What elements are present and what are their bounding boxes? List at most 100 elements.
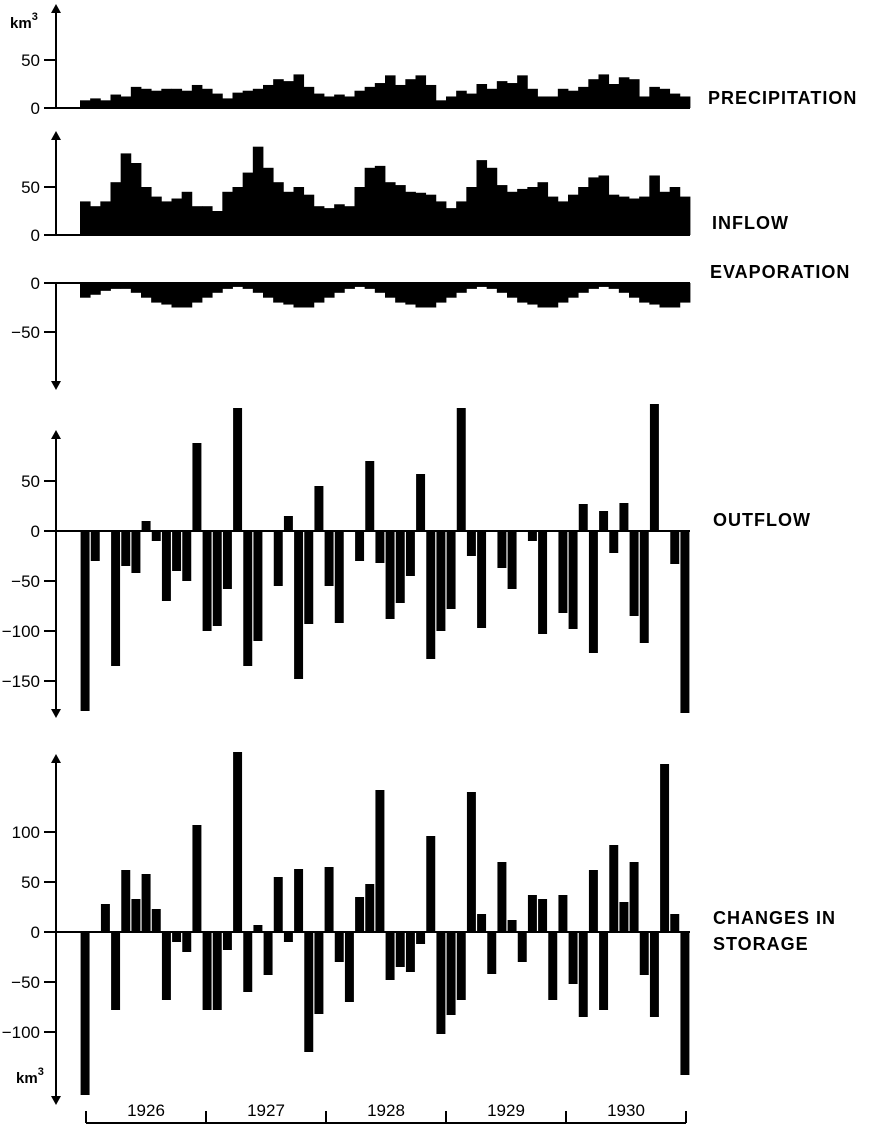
outflow-bar [599, 511, 609, 531]
year-label: 1929 [487, 1101, 525, 1120]
storage-bar [456, 932, 466, 1000]
outflow-bar [619, 503, 629, 531]
inflow-bar [364, 167, 376, 235]
outflow-bar [416, 474, 426, 531]
evaporation-bar [283, 283, 294, 305]
inflow-bar [212, 211, 223, 235]
evaporation-bar [151, 283, 162, 303]
svg-text:km3: km3 [16, 1066, 44, 1087]
storage-bar [355, 897, 365, 932]
storage-bar [263, 932, 273, 975]
precipitation-bar [374, 83, 386, 108]
evaporation-bar [354, 283, 366, 287]
storage-bar [141, 874, 151, 932]
outflow-bar [283, 516, 293, 531]
inflow-bar [293, 187, 305, 235]
inflow-bar [141, 187, 152, 235]
year-label: 1930 [607, 1101, 645, 1120]
inflow-bar [252, 146, 264, 235]
evaporation-bar [90, 283, 101, 295]
precipitation-bar [364, 86, 376, 108]
year-label: 1927 [247, 1101, 285, 1120]
storage-bar [344, 932, 354, 1002]
precipitation-bar [649, 86, 660, 108]
outflow-bar [222, 531, 232, 589]
unit-bottom-sup: 3 [38, 1066, 44, 1078]
evaporation-tick-label: 0 [31, 274, 40, 293]
inflow-bar [191, 206, 203, 235]
evaporation-bar [629, 283, 640, 298]
storage-bar [121, 870, 131, 932]
evaporation-bar [80, 283, 91, 298]
outflow-bar [202, 531, 212, 631]
precipitation-bar [252, 88, 264, 108]
evaporation-bar [659, 283, 671, 308]
storage-bar [314, 932, 324, 1014]
outflow-bar [355, 531, 365, 561]
precipitation-bar [222, 98, 233, 108]
storage-bar [466, 792, 476, 932]
precipitation-bar [171, 88, 183, 108]
storage-bar [324, 867, 334, 932]
precipitation-bar [90, 98, 101, 108]
inflow-bar [425, 194, 437, 235]
precipitation-bar [679, 96, 691, 108]
precipitation-bar [659, 88, 671, 108]
inflow-bar [608, 194, 620, 235]
storage-bar [233, 752, 243, 932]
evaporation-bar [415, 283, 427, 308]
precipitation-panel-label: PRECIPITATION [708, 88, 857, 108]
storage-bar [273, 877, 283, 932]
outflow-bar [629, 531, 639, 616]
inflow-bar [151, 196, 162, 235]
precipitation-bar [232, 92, 244, 108]
precipitation-bar [354, 90, 366, 108]
storage-bar [283, 932, 293, 942]
inflow-bar [568, 194, 579, 235]
outflow-y-axis-arrow-down [51, 709, 61, 718]
storage-bar [131, 899, 141, 932]
precipitation-bar [425, 84, 437, 108]
outflow-bar [558, 531, 568, 613]
precipitation-bar [618, 77, 630, 108]
inflow-bar [120, 153, 132, 235]
storage-bar [609, 845, 619, 932]
outflow-bar [527, 531, 537, 541]
inflow-bar [354, 187, 366, 235]
precipitation-bar [608, 84, 620, 108]
storage-bar [619, 902, 629, 932]
evaporation-bar [252, 283, 264, 293]
precipitation-bar [568, 90, 579, 108]
inflow-bar [415, 192, 427, 235]
outflow-bar [538, 531, 548, 634]
outflow-bar [141, 521, 151, 531]
evaporation-bar [313, 283, 325, 303]
precipitation-bar [161, 88, 172, 108]
unit-bottom-base: km [16, 1070, 38, 1087]
inflow-bar [283, 191, 294, 235]
evaporation-bar [374, 283, 386, 293]
evaporation-bar [385, 283, 396, 298]
inflow-bar [649, 175, 660, 235]
storage-bar [90, 932, 100, 933]
inflow-bar [517, 188, 528, 235]
inflow-bar [547, 196, 559, 235]
outflow-bar [395, 531, 405, 603]
precipitation-bar [405, 79, 416, 108]
outflow-bar [456, 408, 466, 531]
inflow-bar [334, 204, 345, 235]
outflow-bar [151, 531, 161, 541]
outflow-bar [487, 531, 497, 532]
outflow-bar [111, 531, 121, 666]
precipitation-bar [629, 79, 640, 108]
precipitation-bar [313, 93, 325, 108]
precipitation-bar [669, 93, 681, 108]
precipitation-y-axis-arrow-up [51, 4, 61, 13]
outflow-bar [233, 408, 243, 531]
storage-bar [161, 932, 171, 1000]
storage-bar [670, 914, 680, 932]
precipitation-bar [578, 86, 589, 108]
evaporation-bar [568, 283, 579, 298]
evaporation-bar [202, 283, 213, 298]
storage-bar [629, 862, 639, 932]
